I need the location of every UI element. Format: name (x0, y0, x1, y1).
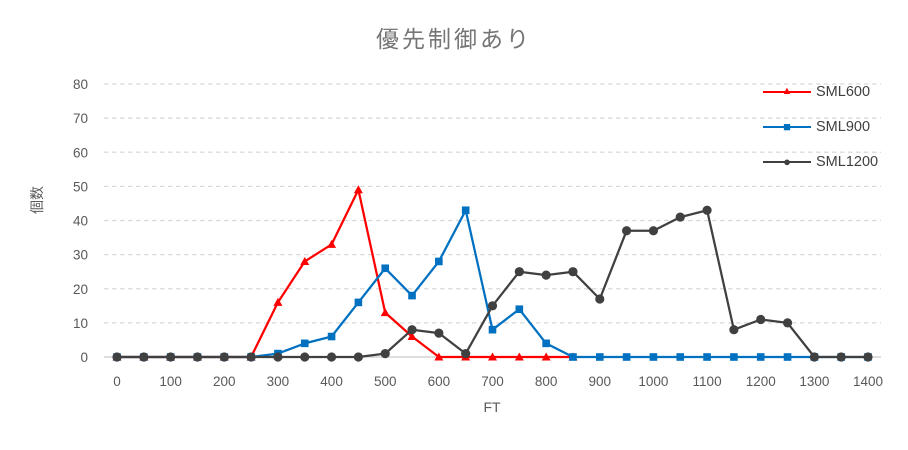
square-marker-icon: ■ (783, 119, 791, 134)
legend-item-sml600: ▲ SML600 (763, 74, 878, 109)
svg-text:0: 0 (113, 374, 121, 389)
svg-text:100: 100 (159, 374, 182, 389)
svg-text:600: 600 (428, 374, 451, 389)
svg-text:1200: 1200 (746, 374, 776, 389)
svg-text:500: 500 (374, 374, 397, 389)
legend: ▲ SML600 ■ SML900 ● SML1200 (763, 74, 878, 179)
svg-text:1300: 1300 (799, 374, 829, 389)
legend-swatch: ▲ (763, 84, 811, 100)
legend-item-sml1200: ● SML1200 (763, 144, 878, 179)
svg-text:300: 300 (267, 374, 290, 389)
chart-title: 優先制御あり (376, 26, 532, 52)
legend-label: SML900 (816, 118, 871, 135)
svg-text:200: 200 (213, 374, 236, 389)
legend-label: SML1200 (816, 153, 879, 170)
svg-text:10: 10 (73, 316, 88, 331)
triangle-marker-icon: ▲ (781, 85, 793, 97)
legend-swatch: ● (763, 154, 811, 170)
svg-text:70: 70 (73, 111, 88, 126)
svg-text:900: 900 (589, 374, 612, 389)
circle-marker-icon: ● (783, 154, 791, 169)
svg-text:0: 0 (80, 350, 88, 365)
svg-text:1400: 1400 (853, 374, 883, 389)
legend-swatch: ■ (763, 119, 811, 135)
svg-text:400: 400 (320, 374, 343, 389)
svg-text:50: 50 (73, 179, 88, 194)
svg-text:700: 700 (481, 374, 504, 389)
x-axis-title: FT (483, 399, 501, 415)
legend-label: SML600 (816, 83, 871, 100)
line-swatch (763, 160, 811, 163)
line-swatch (763, 125, 811, 128)
svg-text:800: 800 (535, 374, 558, 389)
svg-text:1000: 1000 (638, 374, 668, 389)
svg-text:30: 30 (73, 248, 88, 263)
line-swatch (763, 90, 811, 93)
svg-text:80: 80 (73, 77, 88, 92)
svg-text:40: 40 (73, 214, 88, 229)
svg-text:20: 20 (73, 282, 88, 297)
legend-item-sml900: ■ SML900 (763, 109, 878, 144)
svg-text:60: 60 (73, 145, 88, 160)
svg-text:1100: 1100 (693, 374, 722, 389)
